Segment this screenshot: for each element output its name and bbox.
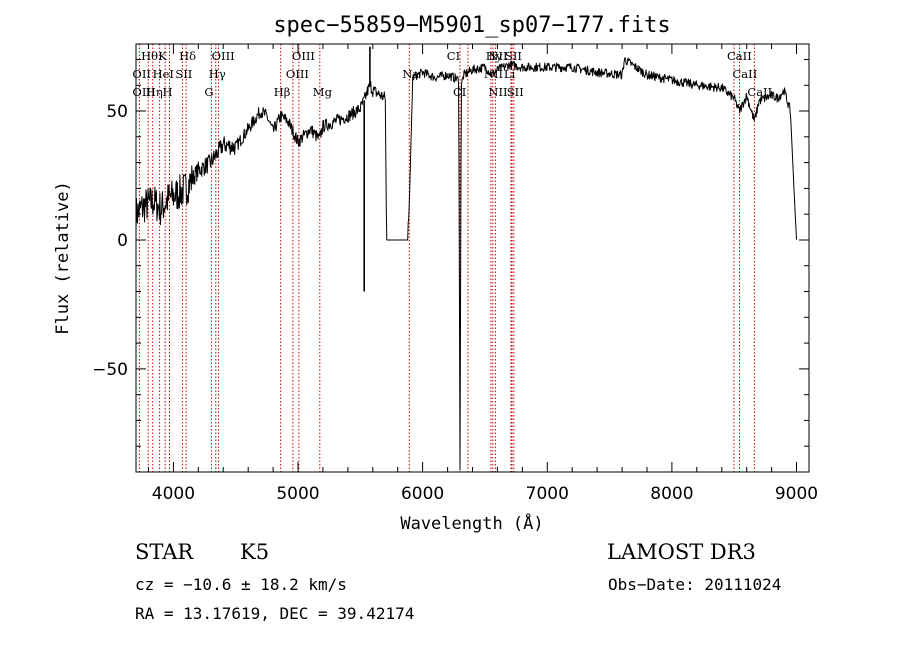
line-label: G <box>204 85 213 99</box>
x-axis-label: Wavelength (Å) <box>400 512 543 534</box>
line-label: NII <box>488 49 507 63</box>
x-tick-label: 6000 <box>401 484 444 504</box>
observation-date: Obs−Date: 20111024 <box>608 575 782 594</box>
redshift-value: cz = −10.6 ± 18.2 km/s <box>135 575 347 594</box>
line-label: Hβ <box>274 85 291 99</box>
line-label: NII <box>488 85 507 99</box>
x-tick-label: 9000 <box>775 484 818 504</box>
line-label: Mg <box>313 85 333 99</box>
line-label: H <box>163 85 173 99</box>
line-label: OIII <box>292 49 315 63</box>
object-class: STAR <box>135 540 194 564</box>
axes: 4000 5000 6000 7000 8000 9000 −50 0 50 <box>92 44 818 504</box>
line-label: OIII <box>286 67 309 81</box>
line-label: OIII <box>212 49 235 63</box>
object-subclass: K5 <box>240 540 270 564</box>
x-tick-label: 8000 <box>650 484 693 504</box>
line-label: OIII <box>132 85 155 99</box>
x-tick-label: 7000 <box>526 484 569 504</box>
x-tick-label: 4000 <box>152 484 195 504</box>
line-label: CaII <box>733 67 758 81</box>
line-label: CI <box>453 85 466 99</box>
coordinates: RA = 13.17619, DEC = 39.42174 <box>135 604 415 623</box>
spectrum-series <box>135 46 797 471</box>
line-label: CI <box>447 49 460 63</box>
line-label: Na <box>402 67 419 81</box>
plot-frame <box>135 43 810 473</box>
x-tick-label: 5000 <box>276 484 319 504</box>
line-label: Hδ <box>179 49 196 63</box>
line-label: Li <box>504 67 516 81</box>
y-axis-label: Flux (relative) <box>53 181 73 335</box>
survey-name: LAMOST DR3 <box>607 540 756 564</box>
line-label: SII <box>505 49 522 63</box>
line-label: SII <box>175 67 192 81</box>
y-tick-label: 50 <box>106 102 128 122</box>
marker-lines <box>138 44 755 472</box>
line-label: HeI <box>153 67 174 81</box>
chart-title: spec−55859−M5901_sp07−177.fits <box>273 13 670 38</box>
line-label: OII <box>132 67 151 81</box>
y-tick-label: 0 <box>117 231 128 251</box>
line-label: Hθ <box>141 49 158 63</box>
line-label: Hy <box>486 49 503 63</box>
line-label: Hγ <box>209 67 226 81</box>
line-label: Hη <box>146 85 163 99</box>
line-label: K <box>158 49 167 63</box>
spectrum-line <box>135 57 797 471</box>
line-label: CaII <box>727 49 752 63</box>
line-label: SII <box>507 85 524 99</box>
y-tick-label: −50 <box>92 360 128 380</box>
